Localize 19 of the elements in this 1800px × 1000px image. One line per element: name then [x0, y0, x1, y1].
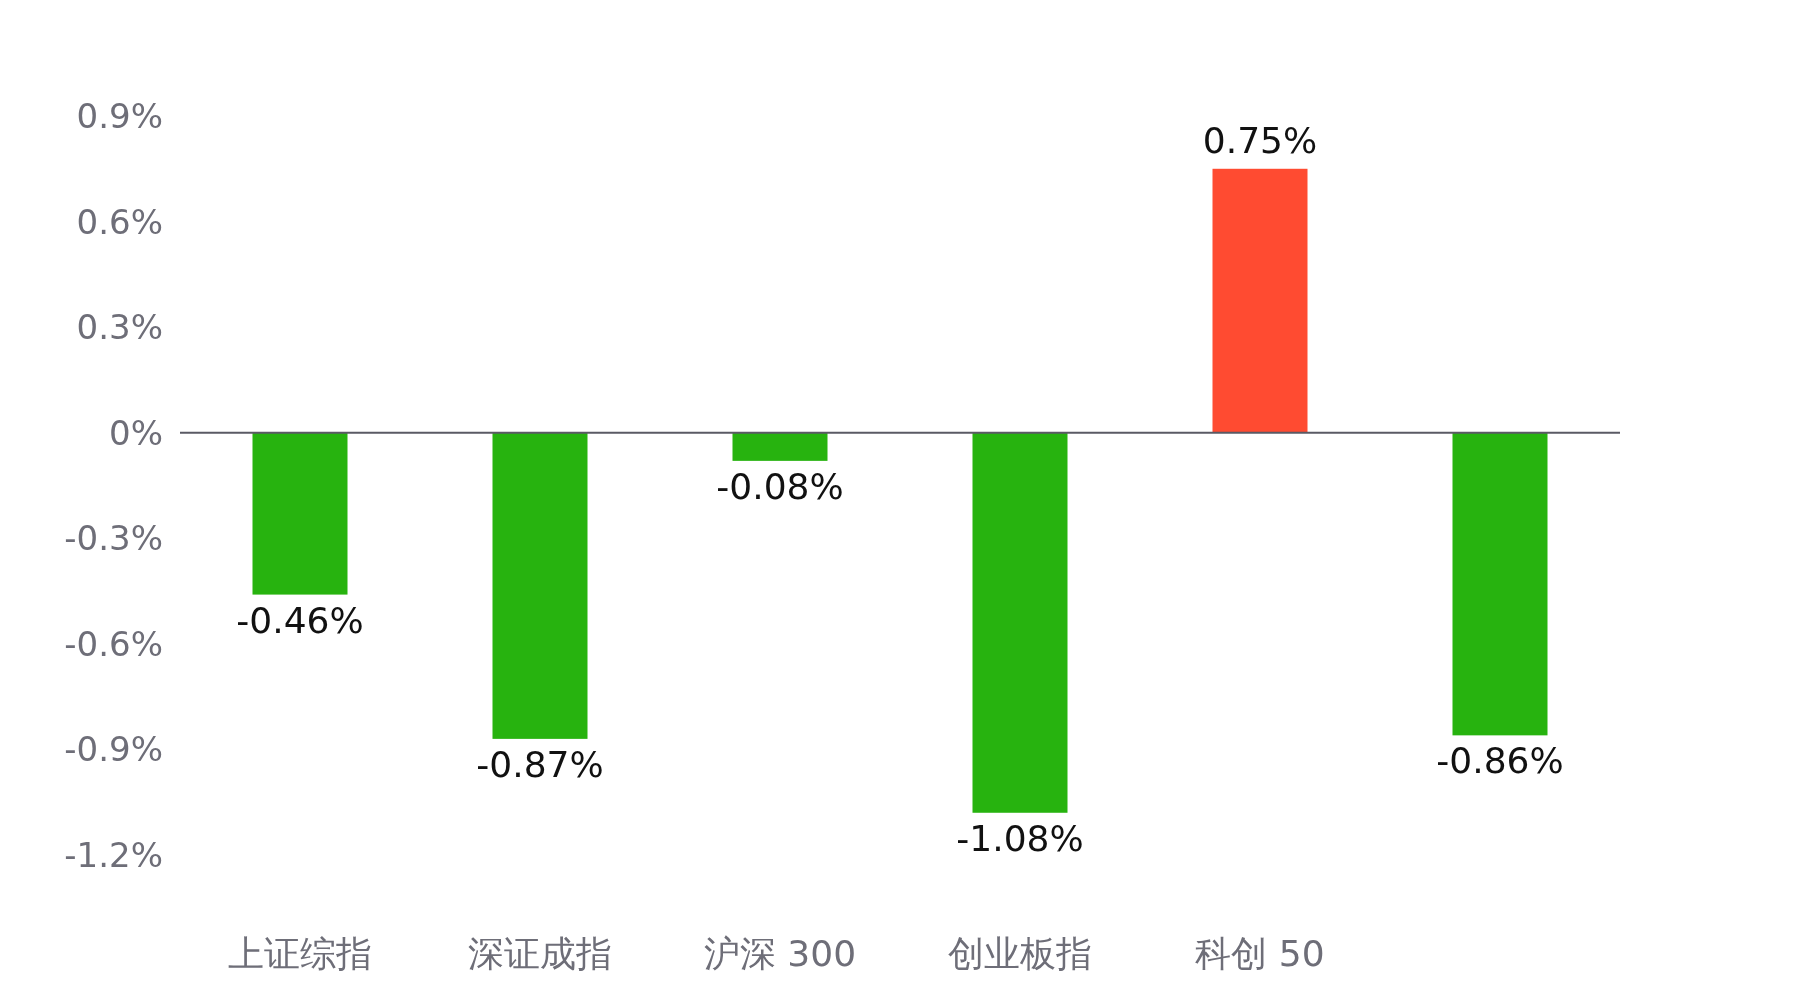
y-tick-label: 0% — [109, 412, 163, 453]
data-label: -0.08% — [716, 465, 844, 507]
y-tick-label: -1.2% — [64, 835, 163, 875]
y-tick-label: -0.9% — [64, 729, 163, 770]
x-tick-label: 科创 50 — [1195, 933, 1325, 974]
y-tick-label: 0.9% — [76, 96, 163, 136]
y-tick-label: -0.6% — [64, 623, 163, 664]
x-tick-label: 上证综指 — [228, 933, 372, 974]
data-label: 0.75% — [1202, 119, 1318, 161]
y-tick-label: 0.3% — [76, 307, 163, 348]
y-tick-label: -0.3% — [64, 518, 163, 559]
data-label: -0.46% — [236, 599, 364, 641]
data-label: -0.86% — [1436, 740, 1564, 782]
x-tick-label: 深证成指 — [468, 933, 612, 974]
data-label: -0.87% — [476, 743, 604, 785]
x-tick-label: 沪深 300 — [703, 933, 857, 974]
y-tick-label: 0.6% — [76, 201, 163, 242]
data-label: -1.08% — [956, 817, 1084, 859]
x-tick-label: 创业板指 — [948, 933, 1092, 974]
